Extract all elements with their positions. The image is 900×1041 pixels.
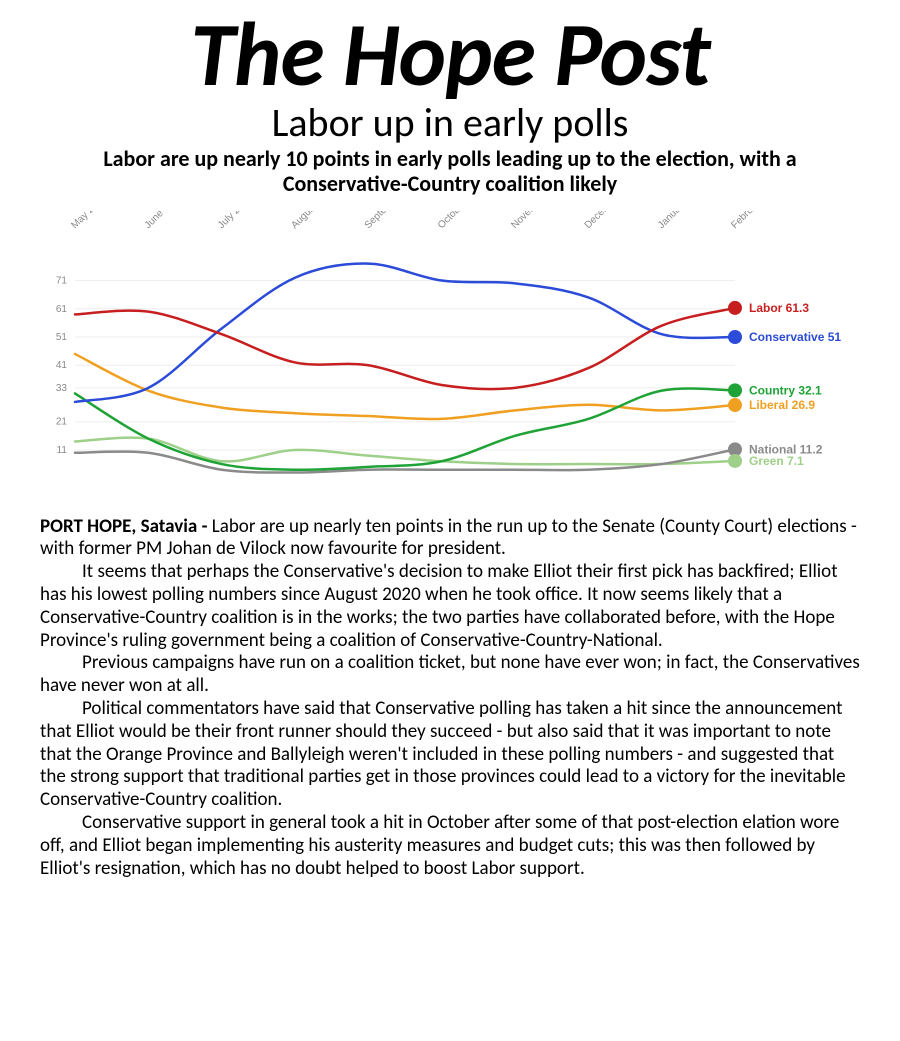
svg-text:33: 33 — [56, 382, 68, 393]
svg-text:January 2021: January 2021 — [656, 211, 707, 231]
svg-text:61: 61 — [56, 303, 68, 314]
svg-text:71: 71 — [56, 275, 68, 286]
poll-chart-svg: 11 21 33 41 51 61 71 May 2020 June 2020 July 2020… — [40, 211, 860, 501]
article-body: PORT HOPE, Satavia - Labor are up nearly… — [40, 516, 860, 881]
series-label-liberal: Liberal 26.9 — [749, 398, 815, 412]
page: The Hope Post Labor up in early polls La… — [0, 0, 900, 910]
svg-text:41: 41 — [56, 360, 68, 371]
series-label-green: Green 7.1 — [749, 454, 804, 468]
series-label-conservative: Conservative 51 — [749, 330, 841, 344]
svg-text:September 2020: September 2020 — [363, 211, 423, 231]
svg-text:51: 51 — [56, 332, 68, 343]
article-p2: It seems that perhaps the Conservative's… — [40, 561, 860, 652]
article-lead: PORT HOPE, Satavia - Labor are up nearly… — [40, 516, 860, 562]
series-label-labor: Labor 61.3 — [749, 301, 809, 315]
svg-text:11: 11 — [57, 445, 68, 456]
svg-text:21: 21 — [56, 416, 68, 427]
svg-text:December 2020: December 2020 — [583, 211, 641, 231]
article-p5: Conservative support in general took a h… — [40, 812, 860, 880]
svg-text:June 2020: June 2020 — [143, 211, 184, 231]
series-label-country: Country 32.1 — [749, 383, 822, 397]
masthead: The Hope Post — [40, 10, 860, 100]
headline: Labor up in early polls — [40, 102, 860, 144]
subhead: Labor are up nearly 10 points in early p… — [60, 146, 840, 197]
svg-text:July 2020: July 2020 — [216, 211, 254, 231]
svg-text:October 2020: October 2020 — [436, 211, 487, 231]
dateline: PORT HOPE, Satavia - — [40, 515, 212, 538]
article-p4: Political commentators have said that Co… — [40, 698, 860, 812]
svg-text:February 2021: February 2021 — [729, 211, 783, 231]
svg-text:August 2020: August 2020 — [289, 211, 337, 231]
poll-chart: 11 21 33 41 51 61 71 May 2020 June 2020 July 2020… — [40, 211, 860, 506]
svg-text:May 2020: May 2020 — [69, 211, 108, 231]
article-p3: Previous campaigns have run on a coaliti… — [40, 652, 860, 698]
svg-text:November 2020: November 2020 — [509, 211, 567, 231]
